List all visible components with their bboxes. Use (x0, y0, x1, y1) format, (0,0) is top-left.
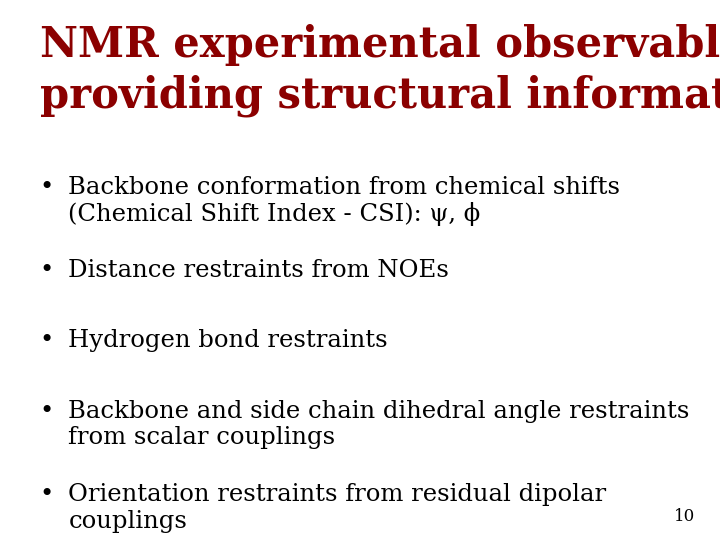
Text: Hydrogen bond restraints: Hydrogen bond restraints (68, 329, 388, 353)
Text: •: • (40, 259, 54, 282)
Text: Backbone conformation from chemical shifts
(Chemical Shift Index - CSI): ψ, ϕ: Backbone conformation from chemical shif… (68, 176, 621, 226)
Text: •: • (40, 483, 54, 507)
Text: NMR experimental observables
providing structural information: NMR experimental observables providing s… (40, 24, 720, 117)
Text: Orientation restraints from residual dipolar
couplings: Orientation restraints from residual dip… (68, 483, 606, 532)
Text: Distance restraints from NOEs: Distance restraints from NOEs (68, 259, 449, 282)
Text: Backbone and side chain dihedral angle restraints
from scalar couplings: Backbone and side chain dihedral angle r… (68, 400, 690, 449)
Text: •: • (40, 329, 54, 353)
Text: •: • (40, 176, 54, 199)
Text: •: • (40, 400, 54, 423)
Text: 10: 10 (673, 508, 695, 525)
